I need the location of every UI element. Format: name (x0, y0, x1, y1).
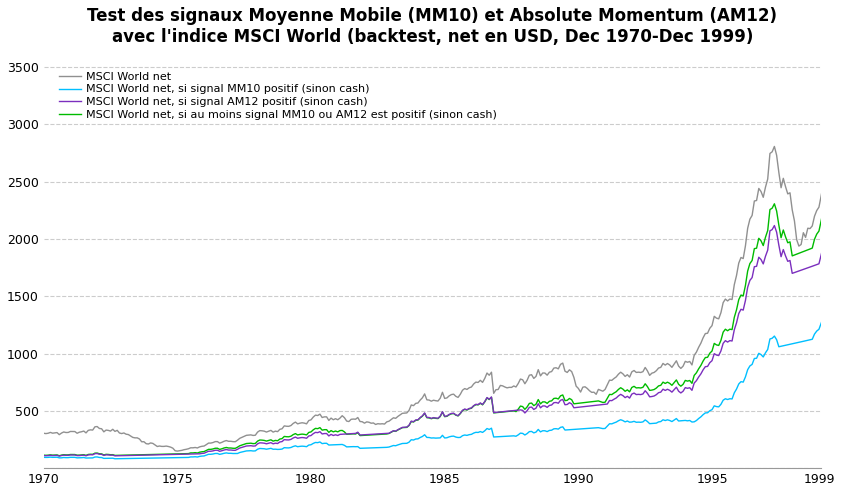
MSCI World net, si au moins signal MM10 ou AM12 est positif (sinon cash) (745, 261, 755, 267)
MSCI World net, si au moins signal MM10 ou AM12 est positif (sinon cash) (39, 452, 49, 458)
MSCI World net, si au moins signal MM10 ou AM12 est positif (sinon cash) (63, 452, 73, 458)
MSCI World net, si au moins signal MM10 ou AM12 est positif (sinon cash) (840, 158, 842, 164)
MSCI World net, si au moins signal MM10 ou AM12 est positif (sinon cash) (525, 400, 535, 406)
Title: Test des signaux Moyenne Mobile (MM10) et Absolute Momentum (AM12)
avec l'indice: Test des signaux Moyenne Mobile (MM10) e… (88, 7, 777, 46)
MSCI World net, si signal AM12 positif (sinon cash) (54, 453, 64, 459)
MSCI World net (840, 127, 842, 133)
MSCI World net (542, 372, 552, 378)
MSCI World net (61, 429, 71, 435)
MSCI World net, si signal MM10 positif (sinon cash) (745, 363, 755, 369)
MSCI World net, si signal AM12 positif (sinon cash) (840, 201, 842, 207)
MSCI World net, si au moins signal MM10 ou AM12 est positif (sinon cash) (190, 450, 200, 456)
MSCI World net, si signal MM10 positif (sinon cash) (190, 454, 200, 459)
MSCI World net, si signal AM12 positif (sinon cash) (39, 453, 49, 458)
MSCI World net (525, 372, 535, 378)
MSCI World net, si signal MM10 positif (sinon cash) (110, 456, 120, 462)
MSCI World net (173, 448, 183, 454)
MSCI World net (745, 216, 755, 222)
Line: MSCI World net: MSCI World net (44, 130, 842, 451)
MSCI World net, si signal MM10 positif (sinon cash) (498, 433, 508, 439)
MSCI World net (39, 430, 49, 436)
MSCI World net, si au moins signal MM10 ou AM12 est positif (sinon cash) (54, 453, 64, 458)
MSCI World net, si signal MM10 positif (sinon cash) (840, 285, 842, 291)
MSCI World net, si au moins signal MM10 ou AM12 est positif (sinon cash) (498, 409, 508, 415)
MSCI World net, si signal MM10 positif (sinon cash) (525, 429, 535, 435)
MSCI World net, si signal MM10 positif (sinon cash) (542, 428, 552, 434)
Line: MSCI World net, si signal MM10 positif (sinon cash): MSCI World net, si signal MM10 positif (… (44, 288, 842, 459)
MSCI World net, si signal AM12 positif (sinon cash) (525, 404, 535, 410)
MSCI World net (190, 445, 200, 451)
Line: MSCI World net, si au moins signal MM10 ou AM12 est positif (sinon cash): MSCI World net, si au moins signal MM10 … (44, 161, 842, 456)
MSCI World net (498, 383, 508, 389)
Legend: MSCI World net, MSCI World net, si signal MM10 positif (sinon cash), MSCI World : MSCI World net, MSCI World net, si signa… (57, 70, 499, 122)
MSCI World net, si signal MM10 positif (sinon cash) (39, 455, 49, 460)
MSCI World net, si signal AM12 positif (sinon cash) (190, 451, 200, 457)
MSCI World net, si au moins signal MM10 ou AM12 est positif (sinon cash) (542, 400, 552, 406)
Line: MSCI World net, si signal AM12 positif (sinon cash): MSCI World net, si signal AM12 positif (… (44, 204, 842, 456)
MSCI World net, si signal AM12 positif (sinon cash) (63, 453, 73, 458)
MSCI World net, si signal AM12 positif (sinon cash) (498, 409, 508, 415)
MSCI World net, si signal AM12 positif (sinon cash) (745, 278, 755, 283)
MSCI World net, si signal AM12 positif (sinon cash) (542, 404, 552, 410)
MSCI World net, si signal MM10 positif (sinon cash) (61, 455, 71, 460)
